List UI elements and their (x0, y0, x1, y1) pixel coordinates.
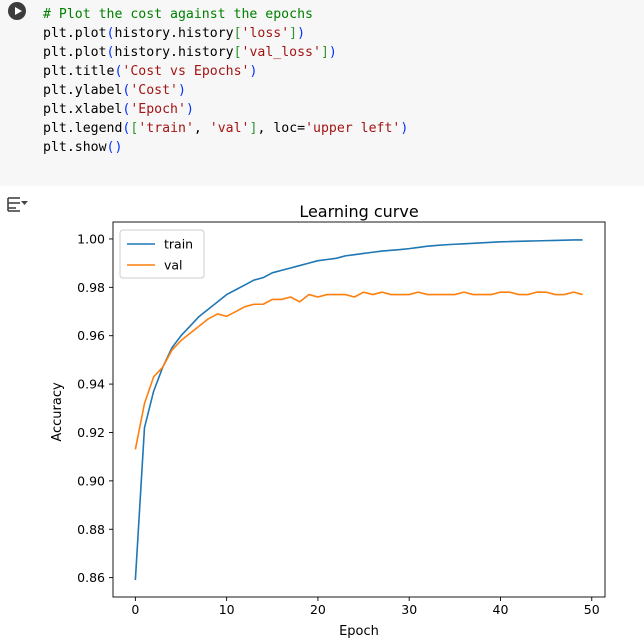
series-line-val (134, 291, 583, 450)
code-token: ( (122, 102, 131, 117)
code-token: ] (320, 45, 329, 60)
x-tick-label: 10 (219, 602, 235, 617)
code-line: plt.legend(['train', 'val'], loc='upper … (43, 119, 408, 138)
code-line: plt.ylabel('Cost') (43, 81, 408, 100)
code-token: plt.ylabel (43, 83, 123, 98)
code-token: history.history (114, 45, 234, 60)
code-token: [ (233, 45, 242, 60)
code-line: plt.show() (43, 138, 408, 157)
code-token: plt.legend (43, 121, 123, 136)
x-tick-label: 50 (584, 602, 600, 617)
code-token: ( (106, 26, 115, 41)
y-tick-label: 0.92 (77, 425, 105, 440)
y-tick-label: 0.98 (77, 280, 105, 295)
y-axis-label: Accuracy (50, 382, 65, 442)
code-line: plt.plot(history.history['loss']) (43, 24, 408, 43)
x-axis-label: Epoch (339, 624, 379, 639)
code-token: 'Cost vs Epochs' (122, 64, 250, 79)
code-editor[interactable]: # Plot the cost against the epochs plt.pl… (43, 5, 408, 157)
code-token: plt.plot (43, 26, 107, 41)
code-line: plt.plot(history.history['val_loss']) (43, 43, 408, 62)
y-tick-label: 1.00 (77, 231, 105, 246)
code-token: plt.xlabel (43, 102, 123, 117)
code-token: ] (289, 26, 298, 41)
legend: train val (119, 229, 205, 279)
code-token: ) (249, 64, 258, 79)
code-token: plt.show (43, 140, 107, 155)
x-tick-label: 0 (131, 602, 139, 617)
code-token: , loc= (257, 121, 306, 136)
y-tick-label: 0.90 (77, 473, 105, 488)
y-tick-label: 0.88 (77, 522, 105, 537)
code-token: 'val' (209, 121, 250, 136)
code-token: ) (185, 102, 194, 117)
y-tick-label: 0.86 (77, 570, 105, 585)
code-token: ( (106, 45, 115, 60)
legend-label-train: train (164, 237, 193, 252)
code-line: plt.title('Cost vs Epochs') (43, 62, 408, 81)
code-token: ( (114, 64, 123, 79)
code-token: , (193, 121, 210, 136)
code-token: 'val_loss' (241, 45, 321, 60)
learning-curve-chart: Learning curve Epoch Accuracy 0 10 20 30 40 5… (50, 202, 606, 639)
code-token: 'train' (138, 121, 194, 136)
series-line-train (134, 239, 583, 581)
code-token: plt.title (43, 64, 115, 79)
code-token: ) (178, 83, 186, 98)
code-token: ) (114, 140, 123, 155)
chart-title: Learning curve (299, 202, 418, 221)
code-token: 'Epoch' (130, 102, 186, 117)
play-circle-icon[interactable] (8, 2, 26, 20)
legend-label-val: val (164, 258, 183, 273)
code-token: # Plot the cost against the epochs (43, 7, 313, 22)
x-tick-label: 20 (310, 602, 326, 617)
x-tick-label: 40 (493, 602, 509, 617)
y-tick-label: 0.96 (77, 328, 105, 343)
x-tick-label: 30 (401, 602, 417, 617)
y-tick-label: 0.94 (77, 377, 105, 392)
code-token: ( (106, 140, 115, 155)
code-token: [ (130, 121, 139, 136)
code-token: ) (297, 26, 306, 41)
code-token: ] (249, 121, 258, 136)
plot-frame (112, 221, 606, 598)
code-token: history.history (114, 26, 234, 41)
code-token: ) (400, 121, 409, 136)
code-token: [ (233, 26, 242, 41)
legend-box (119, 229, 205, 279)
code-token: plt.plot (43, 45, 107, 60)
code-line: plt.xlabel('Epoch') (43, 100, 408, 119)
output-options-icon[interactable] (7, 194, 29, 214)
code-token: ) (328, 45, 337, 60)
code-token: 'upper left' (305, 121, 401, 136)
code-token: 'Cost' (130, 83, 178, 98)
code-line: # Plot the cost against the epochs (43, 5, 408, 24)
code-token: ( (122, 121, 131, 136)
code-cell[interactable]: # Plot the cost against the epochs plt.pl… (0, 0, 644, 186)
code-token: 'loss' (241, 26, 290, 41)
code-token: ( (122, 83, 131, 98)
